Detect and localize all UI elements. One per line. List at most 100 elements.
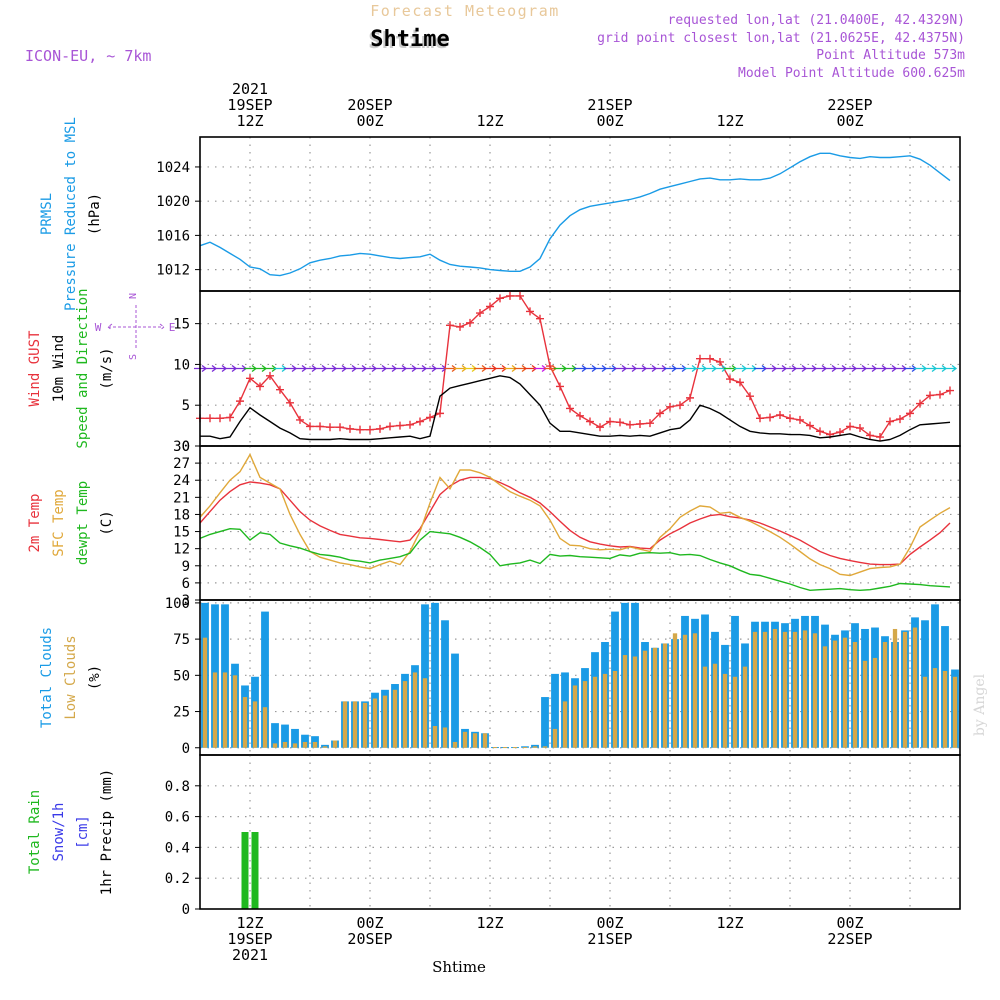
- y-tick-label: 1016: [156, 228, 190, 244]
- y-axis-label: Wind GUST: [27, 330, 43, 406]
- gust-marker: [276, 385, 284, 394]
- gust-marker: [616, 418, 624, 427]
- bar-low-clouds: [672, 633, 678, 748]
- y-axis-label: Low Clouds: [63, 635, 79, 719]
- time-label-top: 00Z: [836, 112, 863, 130]
- bar-low-clouds: [562, 701, 568, 748]
- y-tick-label: 0: [182, 439, 190, 455]
- point-altitude: Point Altitude 573m: [816, 48, 965, 63]
- gust-marker: [716, 357, 724, 366]
- wind-arrow: [944, 364, 958, 373]
- bar-low-clouds: [342, 701, 348, 748]
- time-label-top: 00Z: [356, 112, 383, 130]
- gust-marker: [766, 413, 774, 422]
- gust-marker: [516, 291, 524, 300]
- gust-marker: [446, 321, 454, 330]
- bar-low-clouds: [642, 650, 648, 748]
- bar-low-clouds: [502, 747, 508, 749]
- bar-low-clouds: [542, 746, 548, 748]
- time-label-top: 2021: [232, 80, 268, 98]
- y-tick-label: 6: [182, 576, 190, 592]
- y-tick-label: 50: [173, 668, 190, 684]
- time-label-bottom: 19SEP: [227, 930, 272, 948]
- bar-low-clouds: [782, 631, 788, 748]
- gust-marker: [626, 420, 634, 429]
- gust-marker: [286, 398, 294, 407]
- bar-low-clouds: [612, 670, 618, 748]
- gust-marker: [736, 378, 744, 387]
- time-label-bottom: 12Z: [236, 914, 263, 932]
- bar-low-clouds: [512, 747, 518, 749]
- time-label-top: 00Z: [596, 112, 623, 130]
- y-axis-label: Total Clouds: [39, 627, 55, 728]
- panel-pressure: 1012 1016 1020 1024 PRMSL Pressure Reduced to…: [39, 117, 961, 311]
- bar-low-clouds: [422, 678, 428, 748]
- y-tick-label: 100: [165, 596, 190, 612]
- gust-marker: [946, 386, 954, 395]
- gust-marker: [496, 294, 504, 303]
- bar-total-clouds: [441, 620, 449, 748]
- gust-marker: [316, 422, 324, 431]
- y-tick-label: 1012: [156, 263, 190, 279]
- bar-low-clouds: [662, 643, 668, 748]
- series-line-10m-wind: [200, 375, 951, 442]
- gust-marker: [506, 291, 514, 300]
- bar-low-clouds: [912, 627, 918, 748]
- bar-low-clouds: [272, 743, 278, 748]
- y-tick-label: 21: [173, 490, 190, 506]
- gust-marker: [426, 413, 434, 422]
- gust-marker: [926, 391, 934, 400]
- compass-icon: [107, 305, 165, 349]
- time-label-top: 21SEP: [587, 96, 632, 114]
- gust-marker: [336, 423, 344, 432]
- gust-marker: [756, 414, 764, 423]
- grid-coords: grid point closest lon,lat (21.0625E, 42…: [597, 31, 965, 46]
- y-tick-label: 15: [173, 317, 190, 333]
- time-label-bottom: 00Z: [356, 914, 383, 932]
- y-axis-label: PRMSL: [39, 193, 55, 235]
- bar-low-clouds: [522, 747, 528, 749]
- gust-marker: [306, 422, 314, 431]
- bar-low-clouds: [412, 672, 418, 748]
- bar-low-clouds: [842, 637, 848, 748]
- gust-marker: [206, 414, 214, 423]
- series-line-dewpt-temp: [199, 527, 951, 592]
- y-axis-label: (C): [99, 510, 115, 535]
- bar-low-clouds: [832, 640, 838, 748]
- compass-s-label: S: [128, 354, 139, 360]
- gust-marker: [226, 413, 234, 422]
- y-axis-label: 10m Wind: [51, 335, 67, 402]
- y-tick-label: 1024: [156, 160, 190, 176]
- time-label-top: 19SEP: [227, 96, 272, 114]
- y-tick-label: 30: [173, 439, 190, 455]
- gust-marker: [576, 411, 584, 420]
- y-tick-label: 0.6: [165, 810, 190, 826]
- location-title: Shtime: [370, 27, 449, 52]
- y-tick-label: 27: [173, 456, 190, 472]
- bar-low-clouds: [862, 660, 868, 748]
- bar-low-clouds: [242, 697, 248, 748]
- y-tick-label: 18: [173, 507, 190, 523]
- y-tick-label: 0.2: [165, 871, 190, 887]
- bar-low-clouds: [282, 741, 288, 748]
- bar-low-clouds: [352, 701, 358, 748]
- y-tick-label: 0.8: [165, 779, 190, 795]
- gust-marker: [396, 421, 404, 430]
- bar-total-clouds: [281, 724, 289, 748]
- bar-low-clouds: [882, 642, 888, 748]
- bar-low-clouds: [232, 675, 238, 748]
- bar-low-clouds: [482, 733, 488, 748]
- y-axis-label: (%): [87, 665, 103, 690]
- time-label-bottom: 00Z: [596, 914, 623, 932]
- gust-marker: [416, 417, 424, 426]
- gust-marker: [566, 404, 574, 413]
- bar-low-clouds: [332, 740, 338, 748]
- gust-marker: [886, 417, 894, 426]
- footer-location: Shtime: [432, 958, 486, 976]
- y-tick-label: 25: [173, 705, 190, 721]
- bar-low-clouds: [942, 670, 948, 748]
- bar-total-clouds: [431, 602, 439, 748]
- bar-low-clouds: [402, 681, 408, 748]
